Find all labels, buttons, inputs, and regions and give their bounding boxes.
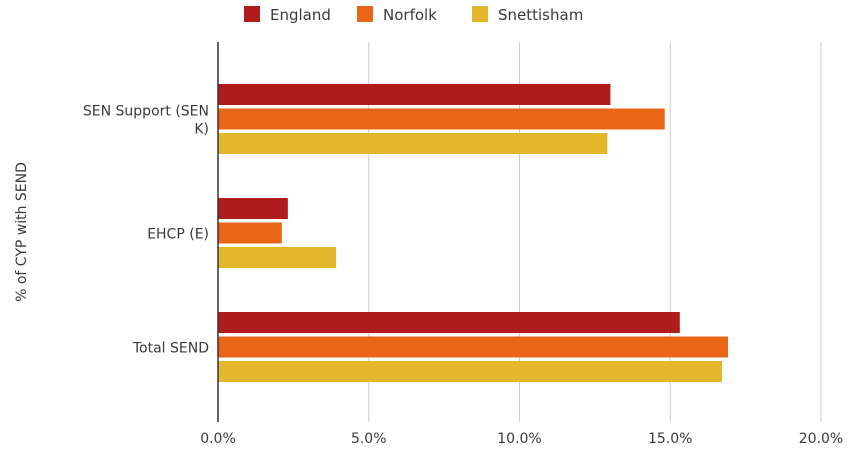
category-label: Total SEND bbox=[132, 341, 209, 357]
bar-snettisham-0 bbox=[218, 133, 608, 154]
bar-snettisham-2 bbox=[218, 361, 723, 382]
bars bbox=[218, 84, 729, 382]
x-tick-label: 0.0% bbox=[200, 431, 236, 447]
x-tick-label: 5.0% bbox=[351, 431, 387, 447]
legend-label-snettisham: Snettisham bbox=[498, 6, 583, 24]
x-tick-label: 20.0% bbox=[799, 431, 843, 447]
x-tick-label: 15.0% bbox=[648, 431, 692, 447]
x-tick-label: 10.0% bbox=[497, 431, 541, 447]
legend: England Norfolk Snettisham bbox=[244, 6, 583, 24]
legend-label-england: England bbox=[270, 6, 331, 24]
bar-england-2 bbox=[218, 312, 680, 333]
legend-swatch-snettisham bbox=[472, 6, 488, 22]
bar-norfolk-0 bbox=[218, 108, 665, 130]
bar-england-0 bbox=[218, 84, 611, 105]
legend-label-norfolk: Norfolk bbox=[383, 6, 437, 24]
category-label: K) bbox=[194, 122, 209, 138]
bar-norfolk-1 bbox=[218, 222, 282, 244]
x-tick-labels: 0.0% 5.0% 10.0% 15.0% 20.0% bbox=[200, 431, 843, 447]
bar-snettisham-1 bbox=[218, 247, 337, 268]
category-label: SEN Support (SEN bbox=[83, 104, 209, 120]
category-labels: SEN Support (SEN K) EHCP (E) Total SEND bbox=[83, 104, 209, 357]
category-label: EHCP (E) bbox=[147, 227, 209, 243]
bar-norfolk-2 bbox=[218, 336, 729, 358]
bar-england-1 bbox=[218, 198, 288, 219]
y-axis-label: % of CYP with SEND bbox=[14, 162, 30, 302]
gridlines bbox=[368, 42, 822, 422]
legend-swatch-norfolk bbox=[357, 6, 373, 22]
legend-swatch-england bbox=[244, 6, 260, 22]
